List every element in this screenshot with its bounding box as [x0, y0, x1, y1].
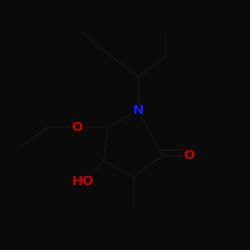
Text: N: N	[133, 104, 144, 117]
Text: O: O	[71, 121, 83, 134]
Text: HO: HO	[72, 175, 94, 188]
Text: O: O	[184, 150, 195, 162]
